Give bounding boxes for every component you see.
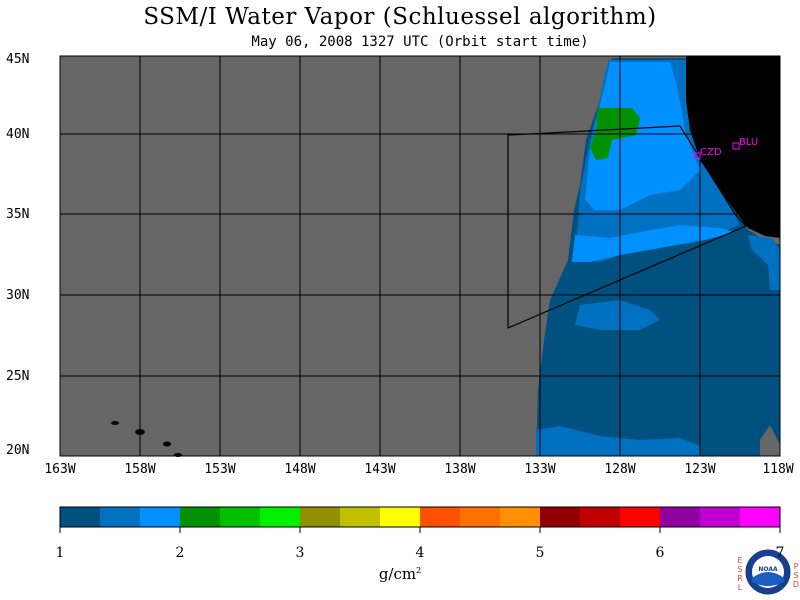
colorbar-swatch xyxy=(140,507,181,527)
lon-label: 153W xyxy=(204,462,236,477)
colorbar-swatch xyxy=(500,507,541,527)
logo-center-text: NOAA xyxy=(758,566,778,573)
station-marker-czd xyxy=(693,152,701,160)
colorbar-tick-label: 7 xyxy=(775,545,785,561)
lat-label: 35N xyxy=(6,207,30,222)
units-text: g/cm xyxy=(378,565,417,583)
colorbar-swatch xyxy=(420,507,461,527)
colorbar-swatch xyxy=(460,507,501,527)
station-marker-blu xyxy=(732,142,740,150)
logo-letter: E xyxy=(737,556,743,565)
colorbar-swatch xyxy=(100,507,141,527)
colorbar-swatch xyxy=(540,507,581,527)
colorbar-swatch xyxy=(340,507,381,527)
logo-letters-left: E S R L xyxy=(736,556,744,592)
logo-letters-right: P S D xyxy=(792,562,800,589)
colorbar-tick-label: 6 xyxy=(655,545,665,561)
grid-lines xyxy=(60,56,780,456)
colorbar-swatch xyxy=(260,507,301,527)
region-outline xyxy=(507,125,748,329)
logo-letter: S xyxy=(737,565,743,574)
swath-bright-south xyxy=(536,426,700,456)
units-exponent: 2 xyxy=(416,566,422,575)
lon-label: 143W xyxy=(364,462,396,477)
logo-letter: S xyxy=(793,571,799,580)
logo-letter: P xyxy=(793,562,799,571)
colorbar-swatch xyxy=(300,507,341,527)
map-frame xyxy=(59,55,781,457)
lon-label: 138W xyxy=(444,462,476,477)
colorbar-swatch xyxy=(220,507,261,527)
lon-label: 163W xyxy=(44,462,76,477)
colorbar-swatch xyxy=(60,507,101,527)
colorbar-swatch xyxy=(700,507,741,527)
colorbar-units: g/cm2 xyxy=(370,565,430,583)
lon-label: 148W xyxy=(284,462,316,477)
map-subtitle: May 06, 2008 1327 UTC (Orbit start time) xyxy=(251,34,589,50)
logo-letter: L xyxy=(737,583,743,592)
lat-label: 30N xyxy=(6,288,30,303)
lon-label: 118W xyxy=(762,462,794,477)
swath-bright-east xyxy=(748,235,780,290)
logo-letter: R xyxy=(737,574,743,583)
map-title: SSM/I Water Vapor (Schluessel algorithm) xyxy=(143,4,657,30)
colorbar-tick-label: 2 xyxy=(175,545,185,561)
lat-label: 40N xyxy=(6,127,30,142)
colorbar-swatch xyxy=(620,507,661,527)
lon-label: 123W xyxy=(684,462,716,477)
swath-bright-1 xyxy=(585,62,700,210)
lon-label: 133W xyxy=(524,462,556,477)
colorbar-swatch xyxy=(580,507,621,527)
colorbar-swatch xyxy=(740,507,781,527)
swath-bright-2 xyxy=(572,225,735,262)
colorbar-tick-label: 5 xyxy=(535,545,545,561)
lat-label: 45N xyxy=(6,52,30,67)
lat-label: 20N xyxy=(6,443,30,458)
colorbar-swatch xyxy=(180,507,221,527)
colorbar-swatch xyxy=(380,507,421,527)
noaa-logo xyxy=(745,549,791,595)
lon-label: 158W xyxy=(124,462,156,477)
colorbar-tick-label: 1 xyxy=(55,545,65,561)
logo-letter: D xyxy=(792,580,800,589)
colorbar-swatch xyxy=(660,507,701,527)
swath-bright-3 xyxy=(575,300,660,330)
colorbar-ticks xyxy=(59,527,781,533)
colorbar-tick-label: 4 xyxy=(415,545,425,561)
station-label-blu: BLU xyxy=(739,137,759,148)
station-label-czd: CZD xyxy=(700,147,722,158)
lat-label: 25N xyxy=(6,369,30,384)
colorbar-tick-label: 3 xyxy=(295,545,305,561)
lon-label: 128W xyxy=(604,462,636,477)
colorbar xyxy=(60,507,781,527)
